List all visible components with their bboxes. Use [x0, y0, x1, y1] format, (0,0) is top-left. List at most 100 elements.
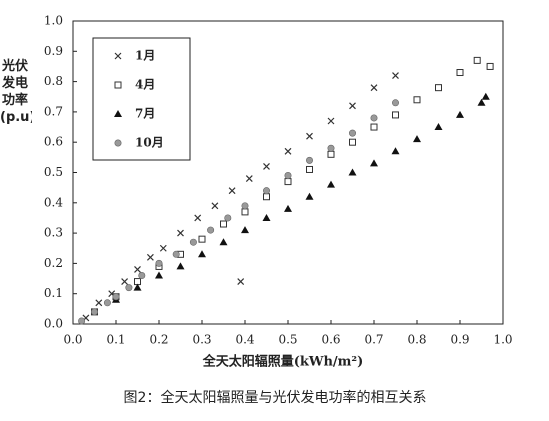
- point: [228, 187, 236, 195]
- point: [435, 84, 442, 92]
- point: [370, 84, 378, 92]
- legend-box: [92, 37, 191, 161]
- x-tick-label: 0.2: [149, 333, 168, 347]
- point: [172, 250, 180, 258]
- point: [486, 62, 494, 70]
- x-tick-label: 0.0: [63, 333, 82, 347]
- point: [327, 150, 335, 158]
- point: [370, 159, 378, 167]
- point: [456, 110, 464, 118]
- point: [477, 98, 486, 106]
- point: [198, 235, 206, 243]
- point: [263, 163, 270, 170]
- point: [103, 299, 111, 307]
- legend-label: 7月: [135, 107, 155, 121]
- y-tick-label: 0.4: [44, 195, 63, 209]
- x-tick-label: 1.0: [493, 333, 512, 347]
- y-tick-label: 0.6: [44, 135, 63, 149]
- x-tick-label: 0.6: [321, 333, 340, 347]
- point: [78, 317, 86, 325]
- point: [219, 238, 228, 246]
- point: [348, 168, 357, 176]
- point: [348, 129, 356, 137]
- y-tick-label: 0.8: [44, 74, 63, 88]
- point: [220, 220, 227, 228]
- point: [392, 111, 399, 119]
- point: [224, 214, 232, 222]
- legend-marker: [114, 110, 122, 117]
- point: [370, 114, 378, 122]
- y-tick-label: 0.5: [44, 165, 63, 179]
- point: [370, 123, 378, 131]
- point: [481, 92, 490, 100]
- point: [349, 138, 356, 146]
- point: [327, 117, 335, 125]
- x-tick-label: 0.9: [450, 333, 469, 347]
- point: [413, 135, 421, 143]
- point: [434, 123, 443, 131]
- point: [284, 172, 292, 180]
- point: [327, 180, 335, 188]
- point: [284, 147, 292, 155]
- point: [262, 213, 271, 221]
- point: [473, 56, 481, 64]
- y-label-box: 光伏发电功率(p.u): [0, 59, 32, 125]
- point: [327, 144, 335, 152]
- y-tick-label: 0.9: [44, 44, 63, 58]
- point: [138, 272, 146, 280]
- legend-label: 4月: [135, 78, 155, 92]
- point: [241, 208, 249, 216]
- point: [237, 278, 245, 286]
- x-tick-label: 0.4: [235, 333, 254, 347]
- y-tick-label: 0.3: [44, 226, 63, 240]
- point: [392, 72, 399, 79]
- point: [198, 250, 206, 258]
- point: [177, 229, 184, 237]
- point: [413, 96, 421, 104]
- point: [146, 253, 154, 261]
- point: [306, 165, 313, 173]
- y-tick-label: 0.0: [44, 317, 63, 331]
- legend-label: 1月: [135, 49, 155, 63]
- legend-marker: [114, 81, 122, 89]
- point: [134, 266, 141, 273]
- point: [241, 226, 249, 234]
- point: [155, 271, 163, 279]
- point: [159, 244, 167, 252]
- point: [263, 193, 270, 201]
- point: [121, 278, 129, 286]
- y-tick-label: 0.1: [44, 286, 63, 300]
- x-tick-label: 0.7: [364, 333, 383, 347]
- point: [284, 178, 292, 186]
- y-tick-label: 1.0: [44, 14, 63, 28]
- point: [211, 202, 219, 210]
- point: [155, 259, 163, 267]
- point: [391, 147, 400, 155]
- point: [91, 308, 99, 316]
- point: [262, 187, 270, 195]
- point: [245, 175, 253, 182]
- point: [305, 156, 313, 164]
- point: [391, 99, 399, 107]
- legend-marker: [114, 52, 122, 60]
- point: [95, 299, 103, 307]
- point: [189, 238, 197, 246]
- point: [125, 284, 133, 292]
- x-tick-label: 0.3: [192, 333, 211, 347]
- y-tick-label: 0.7: [44, 104, 63, 118]
- point: [207, 226, 215, 234]
- x-tick-label: 0.5: [278, 333, 297, 347]
- point: [194, 214, 202, 222]
- point: [284, 204, 292, 212]
- y-axis-label: 光伏发电功率(p.u): [0, 59, 32, 125]
- point: [241, 202, 249, 210]
- point: [349, 102, 356, 110]
- point: [133, 283, 142, 291]
- x-tick-label: 0.1: [106, 333, 125, 347]
- x-axis-label: 全天太阳辐照量(kWh/m²): [202, 354, 364, 370]
- legend-marker: [114, 139, 122, 147]
- legend-label: 10月: [135, 136, 164, 150]
- point: [456, 69, 464, 77]
- point: [112, 293, 120, 301]
